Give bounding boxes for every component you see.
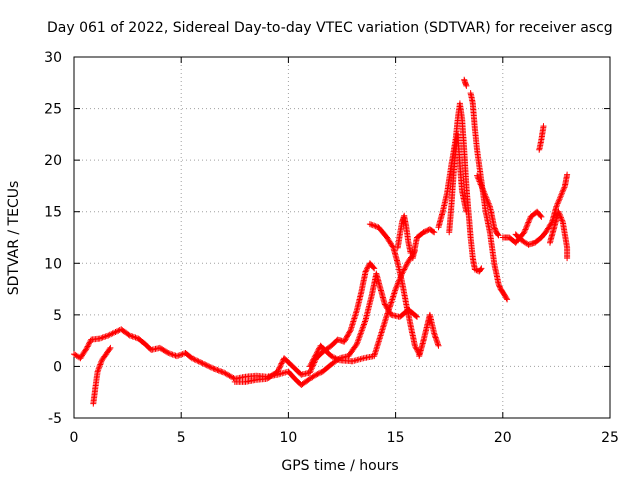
axis-ticks	[73, 56, 611, 419]
grid-lines	[74, 57, 610, 418]
y-tick-label: 15	[44, 205, 62, 221]
y-tick-labels: -5 0 5 10 15 20 25 30	[44, 50, 62, 427]
x-tick-label: 5	[177, 430, 186, 446]
data-point-cluster	[461, 76, 470, 89]
data-point-cluster	[416, 311, 442, 360]
data-point-cluster	[409, 226, 438, 262]
y-tick-label: 20	[44, 153, 62, 169]
data-point-cluster	[306, 247, 418, 370]
chart-title: Day 061 of 2022, Sidereal Day-to-day VTE…	[47, 20, 613, 36]
x-axis-label: GPS time / hours	[281, 458, 398, 474]
data-point-cluster	[394, 212, 414, 256]
x-tick-label: 15	[387, 430, 405, 446]
y-tick-label: 5	[53, 308, 62, 324]
y-tick-label: 10	[44, 256, 62, 272]
y-tick-label: 30	[44, 50, 62, 66]
y-tick-label: 0	[53, 359, 62, 375]
data-point-cluster	[71, 270, 420, 388]
data-point-cluster	[90, 344, 114, 407]
data-point-cluster	[512, 171, 571, 248]
x-tick-labels: 0 5 10 15 20 25	[70, 430, 619, 446]
y-axis-label: SDTVAR / TECUs	[6, 181, 22, 296]
x-tick-label: 20	[494, 430, 512, 446]
y-tick-label: 25	[44, 102, 62, 118]
x-tick-label: 10	[279, 430, 297, 446]
data-point-cluster	[536, 123, 547, 153]
data-point-cluster	[474, 172, 502, 239]
y-tick-label: -5	[48, 411, 62, 427]
data-point-cluster	[446, 131, 470, 236]
data-points	[71, 76, 571, 407]
data-point-cluster	[366, 221, 423, 358]
data-point-cluster	[547, 208, 571, 262]
x-tick-label: 25	[601, 430, 619, 446]
plot-frame	[73, 56, 611, 419]
x-tick-label: 0	[70, 430, 79, 446]
